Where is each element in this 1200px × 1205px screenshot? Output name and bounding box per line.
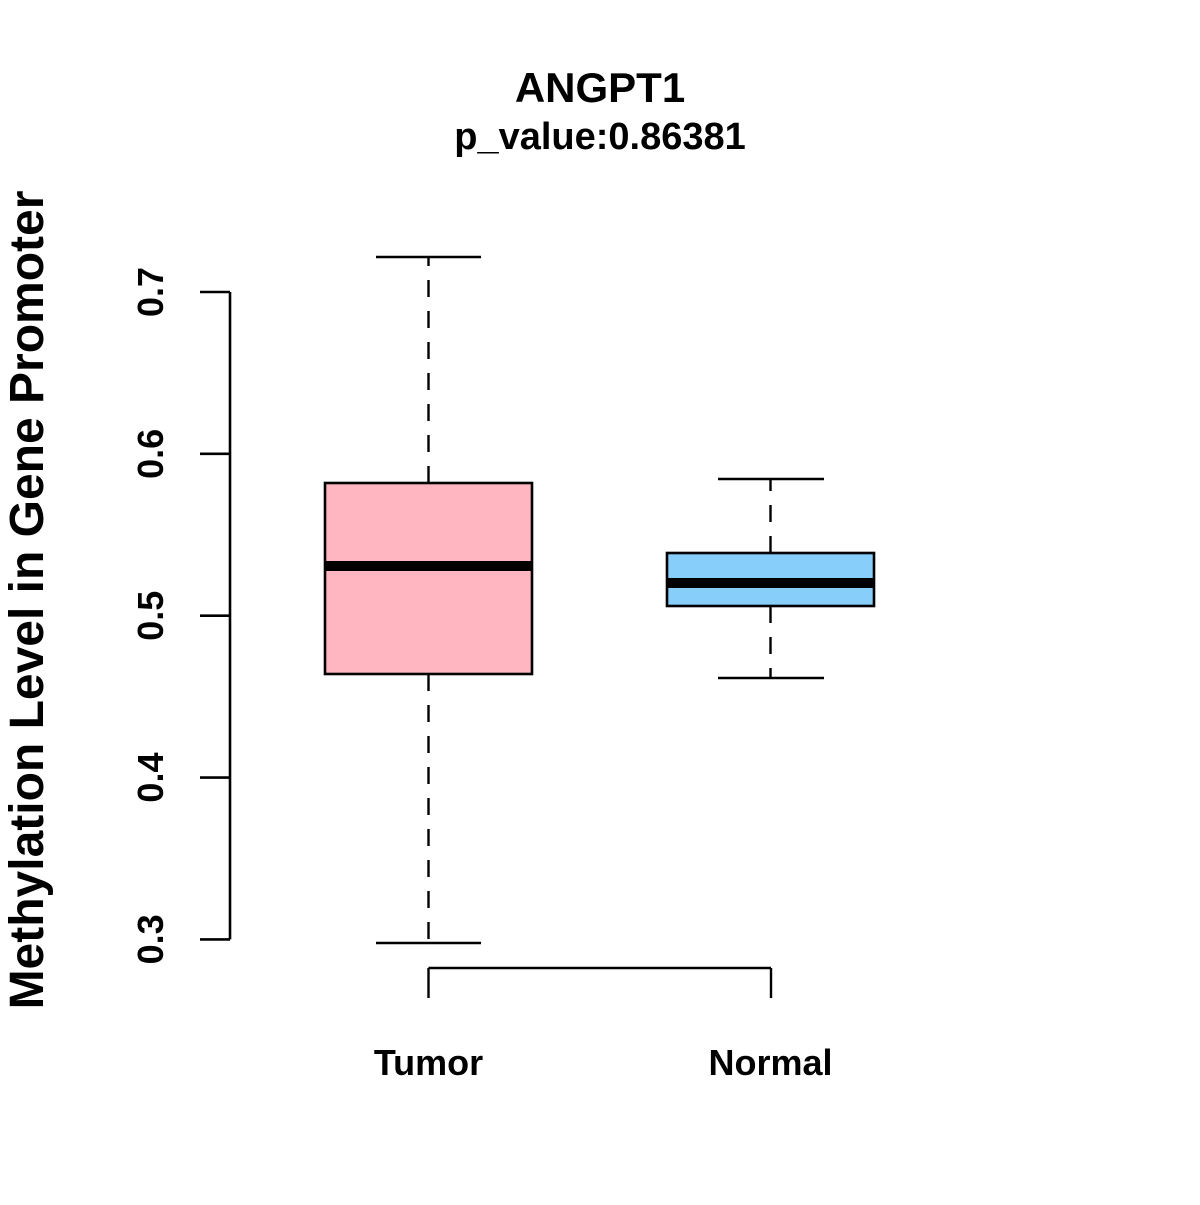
svg-text:0.3: 0.3	[130, 914, 171, 964]
svg-text:ANGPT1: ANGPT1	[515, 64, 685, 111]
svg-text:Methylation Level in Gene Prom: Methylation Level in Gene Promoter	[1, 191, 54, 1010]
svg-text:0.4: 0.4	[130, 753, 171, 803]
svg-text:Tumor: Tumor	[374, 1042, 483, 1083]
svg-text:Normal: Normal	[708, 1042, 832, 1083]
svg-text:0.7: 0.7	[130, 267, 171, 317]
svg-text:p_value:0.86381: p_value:0.86381	[454, 116, 746, 158]
svg-text:0.6: 0.6	[130, 429, 171, 479]
svg-text:0.5: 0.5	[130, 591, 171, 641]
